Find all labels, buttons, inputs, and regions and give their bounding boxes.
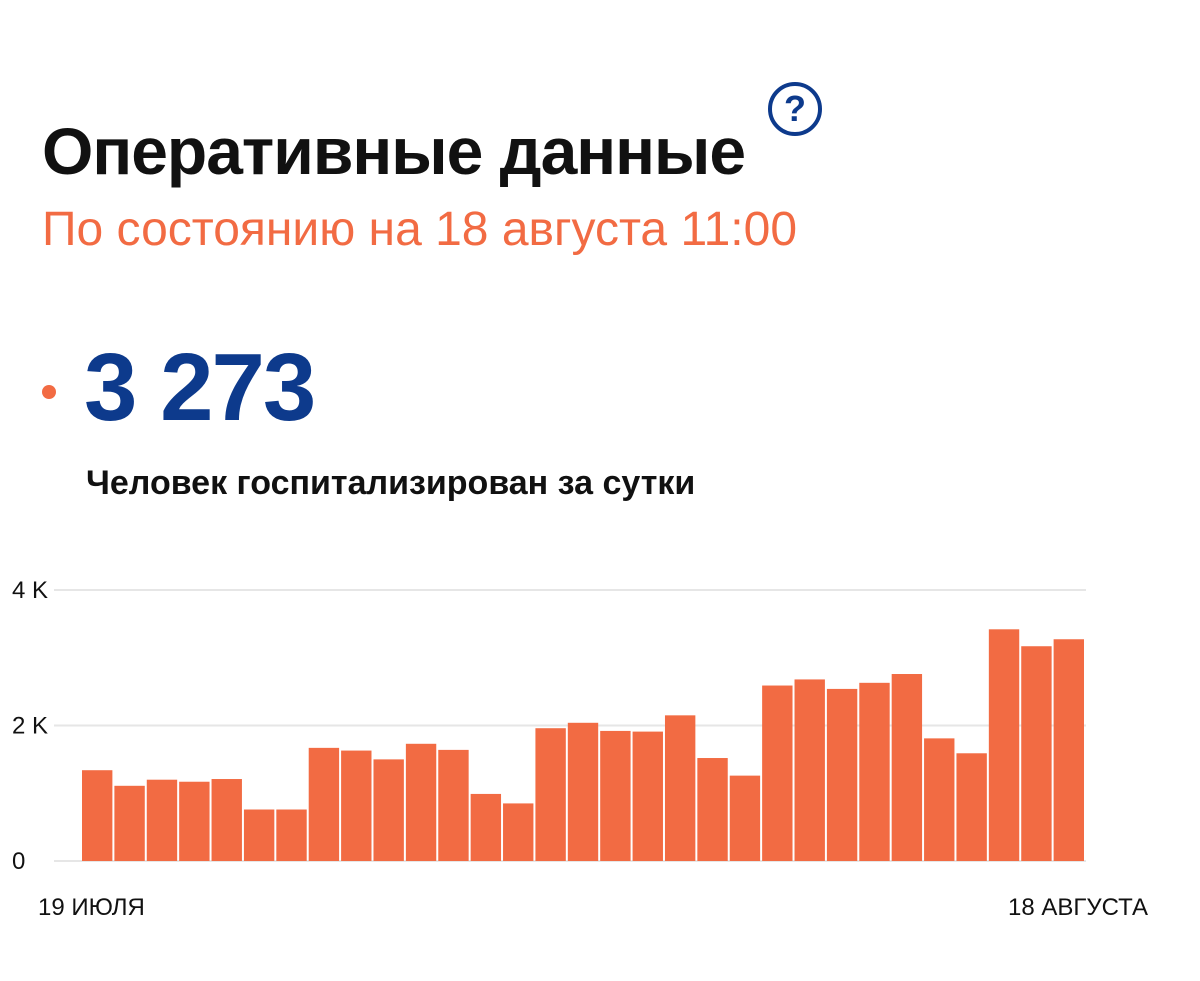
bar-20.07 xyxy=(114,785,145,861)
bar-30.07 xyxy=(438,749,469,861)
bar-07.08 xyxy=(697,758,728,861)
bar-01.08 xyxy=(503,803,534,861)
hospitalizations-bar-chart: 0 2 K 4 K 19 ИЮЛЯ 18 АВГУСТА xyxy=(12,577,1148,921)
bar-14.08 xyxy=(924,738,955,861)
bar-29.07 xyxy=(405,743,437,861)
y-tick-label: 0 xyxy=(12,848,25,875)
y-tick-label: 2 K xyxy=(12,713,48,740)
bar-22.07 xyxy=(179,781,210,861)
bar-18.08 xyxy=(1053,639,1084,861)
bullet-dot xyxy=(42,385,56,399)
bar-24.07 xyxy=(243,809,275,861)
bar-26.07 xyxy=(308,747,340,861)
x-end-label: 18 АВГУСТА xyxy=(1008,894,1148,921)
bar-11.08 xyxy=(826,688,858,861)
bar-15.08 xyxy=(956,753,987,861)
page-title: Оперативные данные xyxy=(42,114,746,188)
bar-28.07 xyxy=(373,759,404,862)
bar-17.08 xyxy=(1021,646,1052,861)
bar-06.08 xyxy=(664,715,696,861)
bar-05.08 xyxy=(632,731,663,861)
bar-27.07 xyxy=(341,750,372,861)
bar-09.08 xyxy=(762,685,793,861)
hospitalized-count: 3 273 xyxy=(84,334,316,441)
bar-04.08 xyxy=(600,730,631,861)
bar-10.08 xyxy=(794,679,825,861)
bars-layer xyxy=(82,629,1084,862)
status-timestamp: По состоянию на 18 августа 11:00 xyxy=(42,203,798,256)
hospitalized-label: Человек госпитализирован за сутки xyxy=(86,464,696,502)
y-tick-label: 4 K xyxy=(12,577,48,604)
bar-12.08 xyxy=(859,682,890,861)
bar-02.08 xyxy=(535,728,566,861)
bar-16.08 xyxy=(988,629,1020,861)
bar-19.07 xyxy=(82,770,113,861)
bar-25.07 xyxy=(276,809,307,861)
help-icon[interactable]: ? xyxy=(768,82,822,136)
x-start-label: 19 ИЮЛЯ xyxy=(38,894,145,921)
bar-23.07 xyxy=(211,779,242,861)
bar-31.07 xyxy=(470,793,502,861)
labels-layer: 0 2 K 4 K 19 ИЮЛЯ 18 АВГУСТА xyxy=(12,577,1148,921)
bar-08.08 xyxy=(729,775,761,861)
bar-03.08 xyxy=(567,722,599,861)
bar-13.08 xyxy=(891,674,923,861)
bar-21.07 xyxy=(146,779,178,861)
